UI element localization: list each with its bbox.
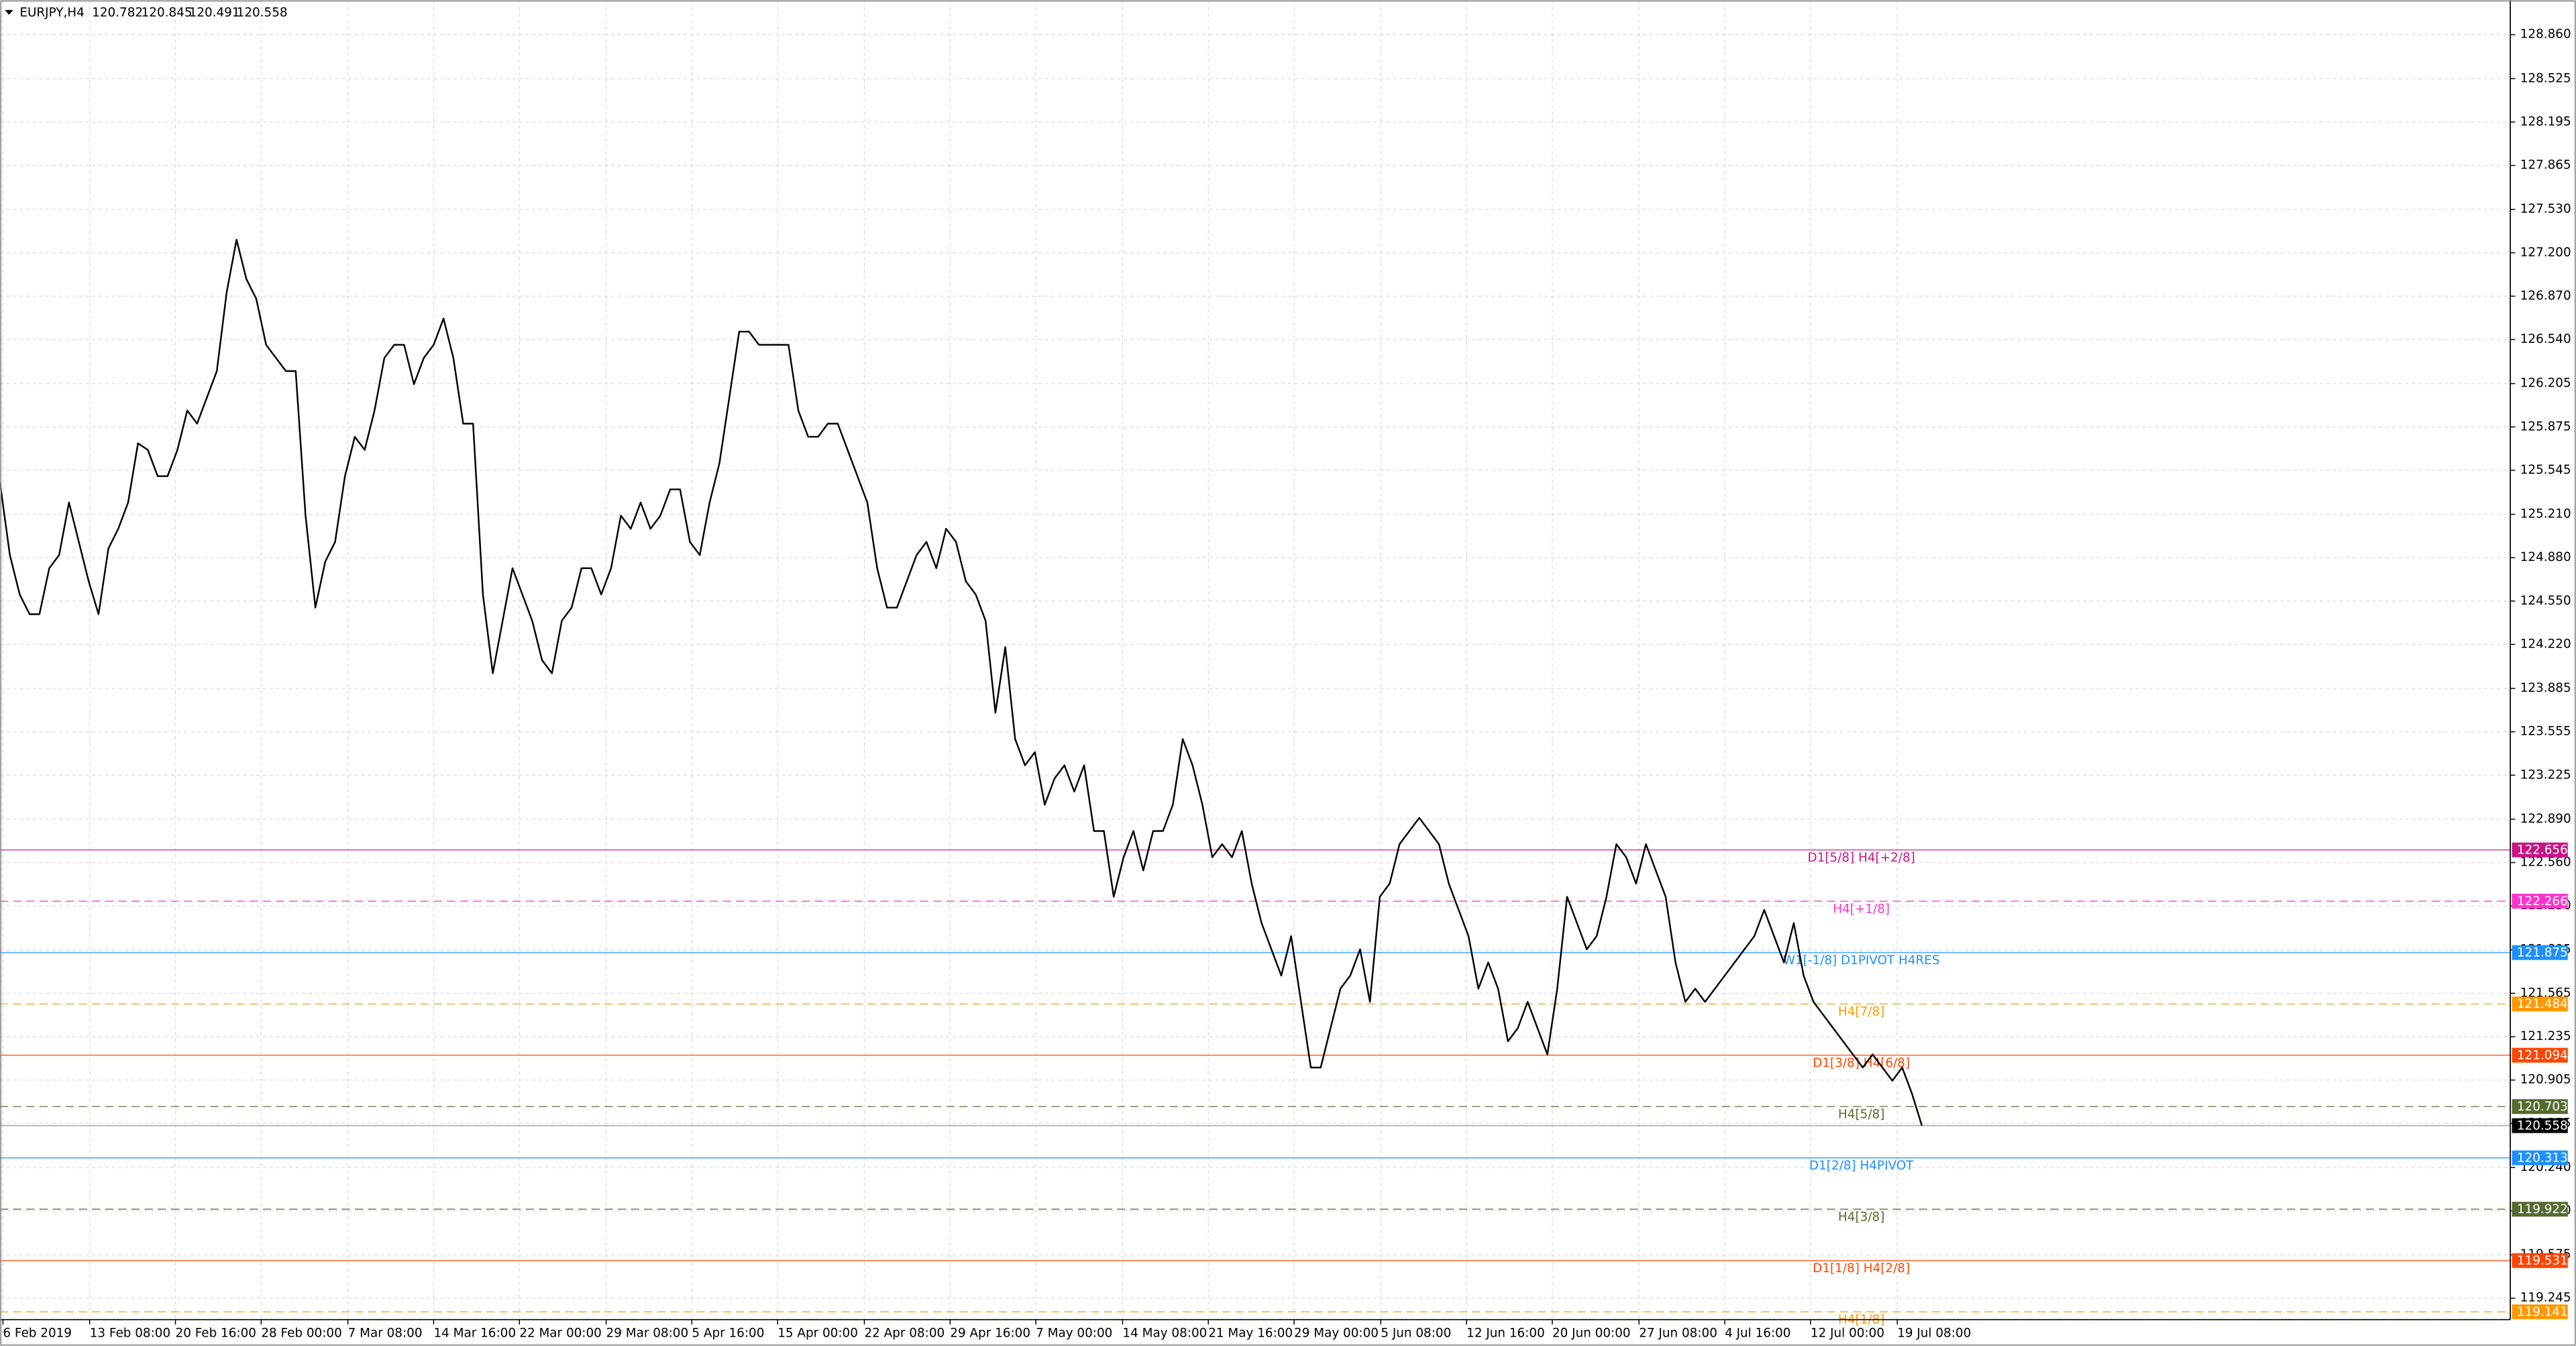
price-label-box (2512, 945, 2568, 960)
close: 120.558 (237, 6, 288, 20)
price-label: 120.703 (2517, 1100, 2568, 1114)
x-tick-label: 19 Jul 08:00 (1897, 1326, 1971, 1340)
price-label-box (2512, 1118, 2568, 1133)
y-tick-label: 126.870 (2520, 289, 2571, 303)
price-label: 120.313 (2517, 1151, 2568, 1165)
price-label-box (2512, 1047, 2568, 1063)
price-label: 122.266 (2517, 894, 2568, 909)
y-tick-label: 119.245 (2520, 1291, 2571, 1305)
y-tick-label: 125.210 (2520, 507, 2571, 521)
price-label-box (2512, 1099, 2568, 1115)
price-label-box (2512, 894, 2568, 909)
x-tick-label: 28 Feb 00:00 (261, 1326, 341, 1340)
level-label: D1[3/8] H4[6/8] (1813, 1056, 1910, 1070)
price-line (0, 238, 1923, 1126)
x-tick-label: 14 May 08:00 (1122, 1326, 1207, 1340)
price-label-box (2512, 1202, 2568, 1217)
y-tick-label: 122.890 (2520, 812, 2571, 826)
price-label: 121.875 (2517, 945, 2568, 960)
levels: D1[5/8] H4[+2/8] H4[+1/8] W1[-1/8] D1PIVOT… (0, 849, 2511, 1327)
price-label: 122.656 (2517, 843, 2568, 857)
level-label: W1[-1/8] D1PIVOT H4RES (1783, 953, 1940, 968)
y-tick-label: 125.545 (2520, 463, 2571, 477)
x-tick-label: 22 Mar 00:00 (519, 1326, 602, 1340)
x-tick-label: 15 Apr 00:00 (777, 1326, 858, 1340)
level-label: D1[1/8] H4[2/8] (1813, 1261, 1910, 1276)
symbol: EURJPY,H4 (19, 6, 84, 20)
y-tick-label: 126.205 (2520, 376, 2571, 391)
symbol-menu-icon[interactable] (5, 9, 13, 15)
y-tick-label: 124.550 (2520, 594, 2571, 608)
price-label-box (2512, 1253, 2568, 1268)
y-tick-label: 122.560 (2520, 856, 2571, 870)
x-tick-label: 7 May 00:00 (1036, 1326, 1112, 1340)
y-tick-label: 123.555 (2520, 725, 2571, 739)
level-label: H4[7/8] (1838, 1004, 1884, 1019)
x-tick-label: 29 Apr 16:00 (950, 1326, 1030, 1340)
y-tick-label: 126.540 (2520, 332, 2571, 346)
x-tick-label: 21 May 16:00 (1208, 1326, 1293, 1340)
x-tick-label: 12 Jul 00:00 (1811, 1326, 1884, 1340)
x-tick-label: 6 Feb 2019 (3, 1326, 72, 1340)
x-tick-label: 13 Feb 08:00 (90, 1326, 170, 1340)
y-tick-label: 127.200 (2520, 246, 2571, 260)
y-tick-label: 121.565 (2520, 986, 2571, 1000)
open: 120.782 (92, 6, 143, 20)
y-tick-label: 128.525 (2520, 71, 2571, 85)
price-label-box (2512, 1150, 2568, 1166)
x-tick-label: 20 Feb 16:00 (176, 1326, 256, 1340)
y-tick-label: 123.885 (2520, 681, 2571, 695)
x-tick-label: 5 Apr 16:00 (692, 1326, 764, 1340)
price-label: 119.922 (2517, 1202, 2568, 1216)
y-tick-label: 121.235 (2520, 1029, 2571, 1043)
y-tick-label: 124.220 (2520, 637, 2571, 651)
price-label-box (2512, 1304, 2568, 1320)
price-label: 119.141 (2517, 1305, 2568, 1319)
x-tick-label: 22 Apr 08:00 (864, 1326, 945, 1340)
level-label: D1[5/8] H4[+2/8] (1808, 851, 1915, 865)
price-label: 120.558 (2517, 1119, 2568, 1133)
x-tick-label: 14 Mar 16:00 (433, 1326, 516, 1340)
series (0, 238, 1923, 1126)
price-label-box (2512, 842, 2568, 858)
x-tick-label: 27 Jun 08:00 (1639, 1326, 1717, 1340)
x-tick-label: 4 Jul 16:00 (1725, 1326, 1790, 1340)
price-label: 119.531 (2517, 1253, 2568, 1267)
x-tick-label: 20 Jun 00:00 (1552, 1326, 1631, 1340)
y-tick-label: 123.225 (2520, 768, 2571, 782)
y-tick-label: 128.195 (2520, 115, 2571, 129)
axes: 128.860 128.525 128.195 127.865 127.530 127.2… (2, 28, 2571, 1340)
high: 120.845 (142, 6, 193, 20)
x-tick-label: 29 May 00:00 (1294, 1326, 1379, 1340)
y-tick-label: 120.905 (2520, 1073, 2571, 1087)
x-tick-label: 5 Jun 08:00 (1381, 1326, 1451, 1340)
y-tick-label: 124.880 (2520, 550, 2571, 564)
level-label: H4[3/8] (1838, 1210, 1884, 1224)
level-label: H4[5/8] (1838, 1107, 1884, 1121)
y-tick-label: 127.530 (2520, 202, 2571, 216)
x-tick-label: 12 Jun 16:00 (1466, 1326, 1545, 1340)
level-label: H4[+1/8] (1833, 902, 1890, 916)
price-label: 121.484 (2517, 997, 2568, 1011)
price-label-box (2512, 996, 2568, 1012)
y-tick-label: 127.865 (2520, 158, 2571, 172)
grid (0, 0, 2511, 1320)
x-tick-label: 29 Mar 08:00 (606, 1326, 689, 1340)
price-label: 121.094 (2517, 1048, 2568, 1062)
x-tick-label: 7 Mar 08:00 (348, 1326, 423, 1340)
y-tick-label: 125.875 (2520, 419, 2571, 433)
y-tick-label: 128.860 (2520, 28, 2571, 42)
low: 120.491 (189, 6, 240, 20)
level-label: D1[2/8] H4PIVOT (1809, 1159, 1914, 1173)
